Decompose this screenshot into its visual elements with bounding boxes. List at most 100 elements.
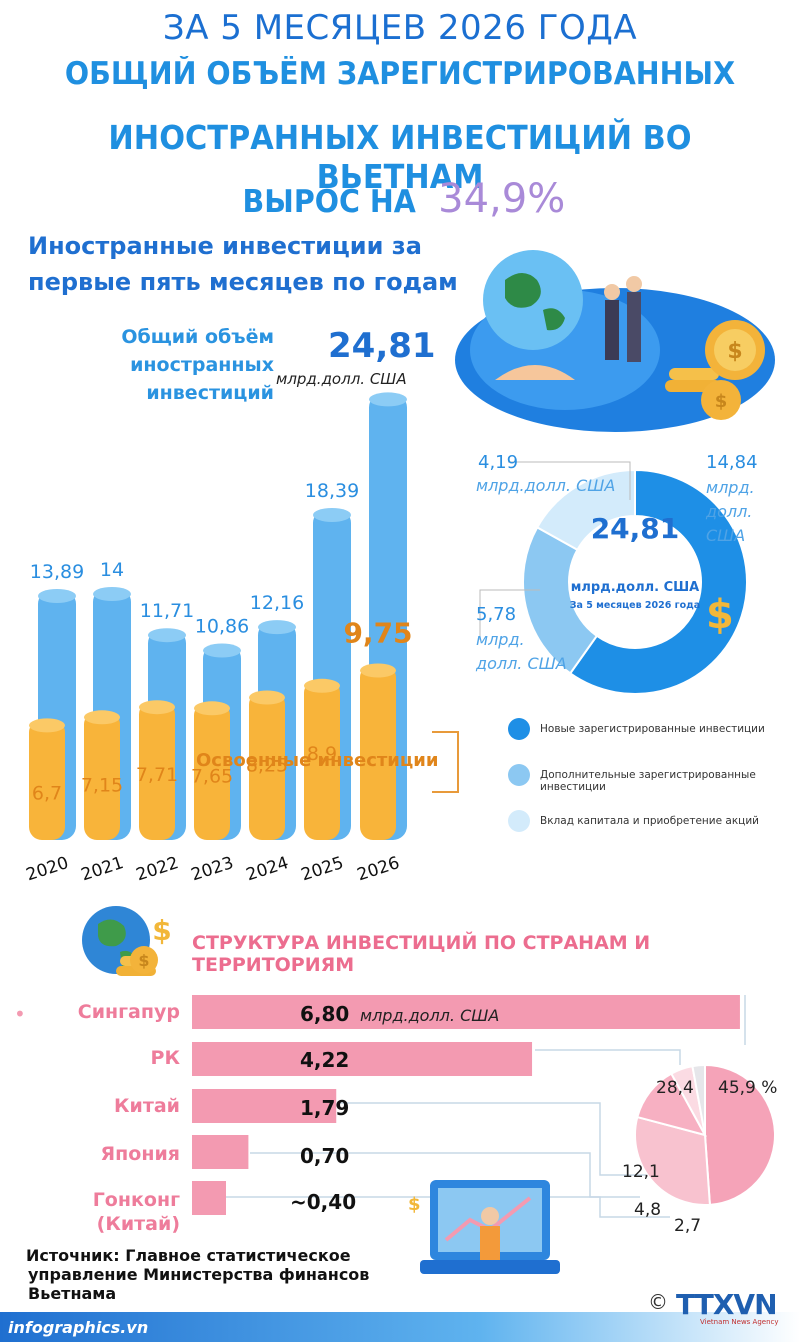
year-label-2025: 2025 [299,853,346,885]
country-value-hongkong: ~0,40 [290,1190,357,1214]
bar-total-top-2024 [258,620,296,635]
pie-label-rk: 28,4 [656,1078,694,1098]
country-value-china: 1,79 [300,1096,350,1120]
country-pie-slice-0 [704,1063,776,1206]
country-label-hongkong-2: (Китай) [96,1213,180,1235]
pie-label-hongkong: 2,7 [674,1216,702,1236]
disbursed-label: Освоенные инвестиции [196,750,439,771]
country-value-singapore: 6,80 [300,1002,350,1026]
bar-disbursed-top-2022 [139,700,175,715]
donut-slice-2 [535,468,636,552]
bar-total-label-2023: 10,86 [195,616,249,638]
total-label-2: иностранных [130,354,274,376]
country-pie-slice-2 [636,1072,707,1137]
country-label-japan: Япония [100,1143,180,1165]
year-label-2026: 2026 [355,853,402,885]
country-bar-2 [192,1089,337,1123]
bar-disbursed-label-2020: 6,7 [32,782,62,804]
bar-total-label-2025: 18,39 [305,480,359,502]
bar-disbursed-2022 [139,701,175,840]
section1-title-line-1: Иностранные инвестиции за [28,232,422,260]
bar-disbursed-label-2022: 7,71 [136,764,178,786]
legend-swatch-cap [508,810,530,832]
legend-item-add: Дополнительные зарегистрированные инвест… [540,769,756,793]
bar-total-top-2026 [369,392,407,407]
footer-bar [0,1312,800,1342]
donut-label-cap-unit: млрд.долл. США [476,476,616,495]
bar-disbursed-label-2023: 7,65 [191,765,233,787]
country-label-singapore: Сингапур [77,1001,180,1023]
bar-disbursed-label-2021: 7,15 [81,774,123,796]
year-label-2023: 2023 [189,853,236,885]
total-value: 24,81 [328,326,436,366]
country-bar-1 [192,1042,533,1076]
country-label-hongkong-1: Гонконг [92,1189,180,1211]
bullet-dot-icon: • [14,1002,26,1026]
bar-disbursed-label-2025: 8,9 [307,743,337,765]
bar-total-label-2022: 11,71 [140,600,194,622]
bar-disbursed-2026 [360,664,396,840]
country-pie-chart [634,1063,776,1206]
donut-label-new: 14,84 [706,452,758,473]
pie-label-japan: 4,8 [634,1200,662,1220]
legend-swatch-new [508,718,530,740]
year-label-2022: 2022 [134,853,181,885]
country-pie-slice-1 [634,1115,711,1206]
donut-chart [479,461,748,695]
bar-disbursed-top-2023 [194,701,230,716]
donut-label-add-unit-2: долл. США [476,654,567,673]
ttxvn-logo: TTXVN [676,1288,778,1321]
office-illustration: $ [408,1180,560,1274]
svg-text:$: $ [152,914,171,947]
donut-center-value: 24,81 [590,512,680,545]
legend-item-new: Новые зарегистрированные инвестиции [540,723,765,735]
bar-disbursed-2025 [304,679,340,840]
country-value-japan: 0,70 [300,1144,350,1168]
bar-disbursed-2024 [249,691,285,840]
donut-label-add-unit-1: млрд. [476,630,525,649]
country-bar-3 [192,1135,249,1169]
bar-disbursed-2023 [194,702,230,840]
header-line-4: ВЫРОС НА 34,9% [0,176,800,222]
country-label-rk: РК [150,1047,180,1069]
country-pie-slice-4 [691,1063,706,1136]
header-line-2: ОБЩИЙ ОБЪЁМ ЗАРЕГИСТРИРОВАННЫХ [64,56,736,92]
total-label-3: инвестиций [146,382,274,404]
country-bar-4 [192,1181,226,1215]
donut-label-new-unit-2: долл. [706,502,753,521]
globe-coins-icon: $ $ [82,906,172,976]
bar-disbursed-top-2021 [84,710,120,725]
svg-text:$: $ [138,951,149,970]
bar-disbursed-top-2020 [29,718,65,733]
copyright-icon: © [648,1290,668,1314]
svg-text:$: $ [727,339,742,364]
bar-chart: 13,89 6,7 2020 14 7,15 2021 11,71 7,71 2022 10,86… [24,392,413,885]
section2-title: СТРУКТУРА ИНВЕСТИЦИЙ ПО СТРАНАМ И ТЕРРИТ… [192,932,651,976]
donut-center-unit: млрд.долл. США [570,580,700,595]
header-line-1: ЗА 5 МЕСЯЦЕВ 2026 ГОДА [162,8,638,48]
source-line-1: Источник: Главное статистическое [26,1246,351,1265]
bracket-icon [432,731,459,793]
donut-label-new-unit-3: США [706,526,746,545]
bar-disbursed-top-2026 [360,663,396,678]
bar-disbursed-2021 [84,711,120,840]
source-line-2: управление Министерства финансов [28,1265,370,1284]
bar-total-top-2025 [313,507,351,522]
country-label-china: Китай [114,1095,180,1117]
donut-label-cap: 4,19 [478,452,519,473]
header-line-3: ИНОСТРАННЫХ ИНВЕСТИЦИЙ ВО ВЬЕТНАМ [108,118,692,196]
country-value-unit: млрд.долл. США [360,1006,500,1025]
bar-total-label-2020: 13,89 [30,561,84,583]
year-label-2021: 2021 [79,853,126,885]
footer-site[interactable]: infographics.vn [8,1318,149,1337]
country-bar-chart [192,995,746,1218]
total-label-1: Общий объём [121,326,274,348]
svg-text:$: $ [715,391,728,412]
dollar-sign-icon: $ [706,592,734,638]
bar-total-top-2022 [148,628,186,643]
legend-swatch-add [508,764,530,786]
business-illustration: $ $ [455,250,775,432]
bar-disbursed-label-2026: 9,75 [343,617,412,650]
year-label-2020: 2020 [24,853,71,885]
year-label-2024: 2024 [244,853,291,885]
